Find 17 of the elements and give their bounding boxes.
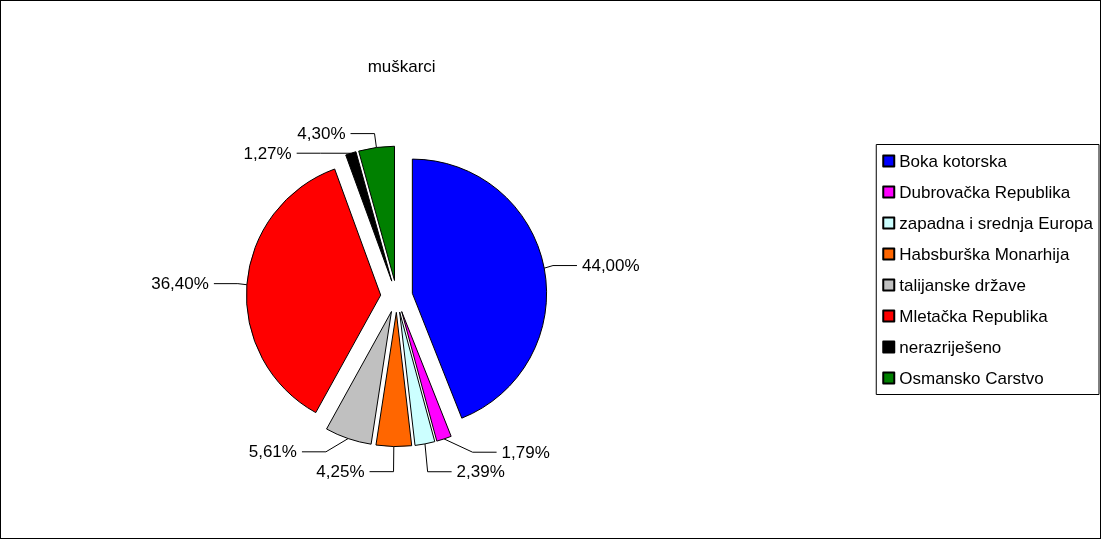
data-label: 5,61% <box>248 442 297 462</box>
data-label: 44,00% <box>581 256 640 276</box>
data-label: 4,25% <box>316 462 365 482</box>
legend-label: talijanske države <box>899 275 1026 295</box>
legend-label: Mletačka Republika <box>899 306 1049 326</box>
legend-label: Osmansko Carstvo <box>899 368 1044 388</box>
chart-title: muškarci <box>367 57 436 76</box>
legend-label: Boka kotorska <box>899 151 1008 171</box>
legend-label: nerazriješeno <box>899 337 1002 357</box>
data-label: 1,79% <box>501 442 550 462</box>
data-label: 1,27% <box>243 143 292 163</box>
data-label: 2,39% <box>456 462 505 482</box>
data-label: 4,30% <box>297 124 346 144</box>
legend-label: zapadna i srednja Europa <box>899 213 1094 233</box>
legend-label: Habsburška Monarhija <box>899 244 1070 264</box>
legend-label: Dubrovačka Republika <box>899 182 1071 202</box>
data-label: 36,40% <box>151 274 209 294</box>
